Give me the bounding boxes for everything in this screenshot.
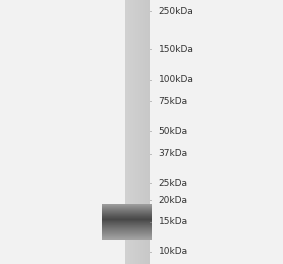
Text: 50kDa: 50kDa (158, 127, 188, 136)
Text: 75kDa: 75kDa (158, 97, 188, 106)
Text: 25kDa: 25kDa (158, 179, 187, 188)
Text: 250kDa: 250kDa (158, 7, 193, 16)
Text: 150kDa: 150kDa (158, 45, 193, 54)
Text: 15kDa: 15kDa (158, 217, 188, 226)
Text: 37kDa: 37kDa (158, 149, 188, 158)
Text: 10kDa: 10kDa (158, 247, 188, 256)
Text: 20kDa: 20kDa (158, 196, 187, 205)
Text: 100kDa: 100kDa (158, 75, 193, 84)
